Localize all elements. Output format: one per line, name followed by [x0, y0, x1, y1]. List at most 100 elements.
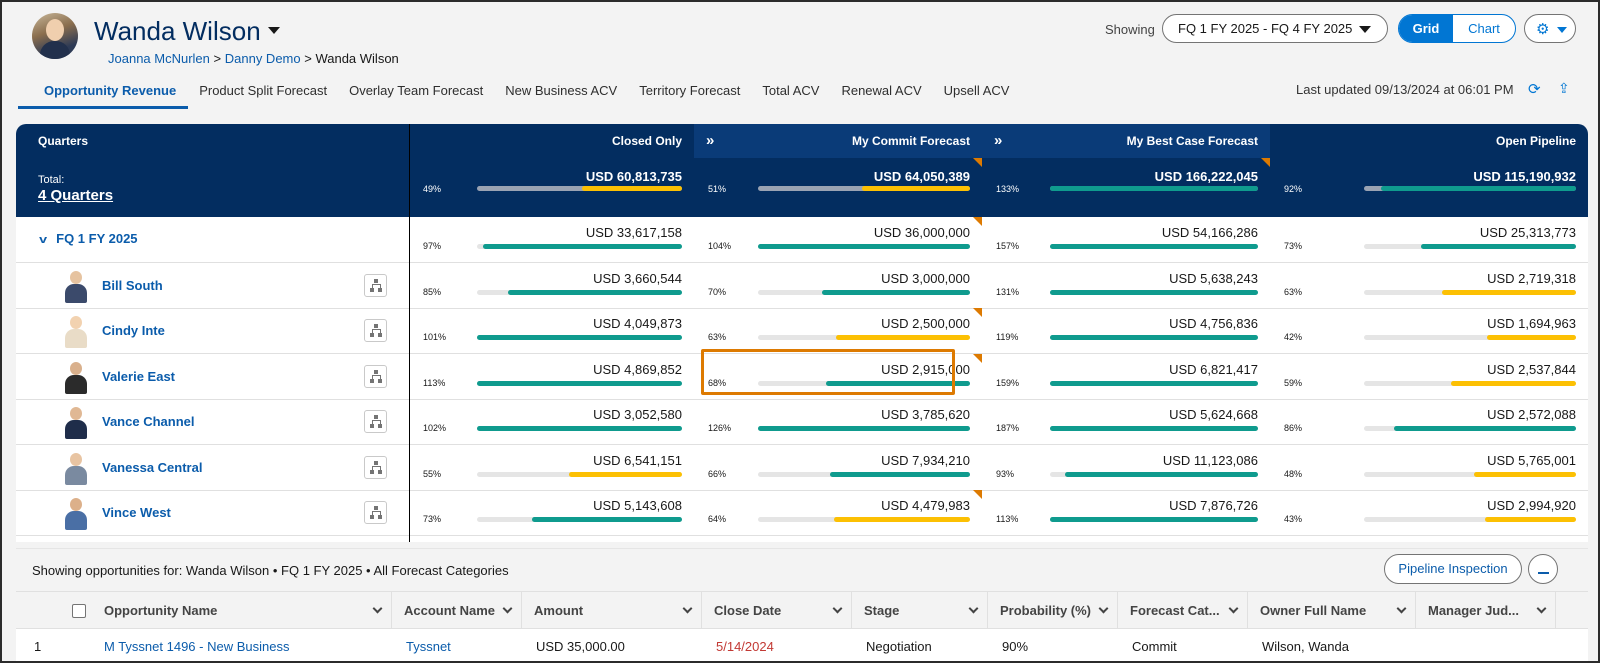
table-row[interactable]: 1 M Tyssnet 1496 - New Business Tyssnet …	[16, 629, 1588, 661]
chevron-down-icon[interactable]	[682, 603, 693, 614]
forecast-cell[interactable]: USD 5,765,001 48%	[1270, 445, 1588, 491]
column-header-owner-full-name[interactable]: Owner Full Name	[1248, 592, 1416, 630]
forecast-cell[interactable]: USD 3,660,544 85%	[409, 263, 694, 309]
forecast-cell[interactable]: USD 7,876,726 113%	[982, 490, 1270, 536]
forecast-cell[interactable]: USD 60,813,735 49%	[409, 158, 694, 204]
chevron-down-icon[interactable]	[1098, 603, 1109, 614]
rep-name-link[interactable]: Valerie East	[102, 368, 175, 384]
column-header-stage[interactable]: Stage	[852, 592, 988, 630]
forecast-amount: USD 4,479,983	[881, 498, 970, 513]
forecast-cell[interactable]: USD 2,719,318 63%	[1270, 263, 1588, 309]
hierarchy-icon[interactable]	[364, 364, 387, 388]
refresh-icon[interactable]: ⟳	[1528, 81, 1541, 98]
forecast-amount: USD 3,052,580	[593, 407, 682, 422]
forecast-cell[interactable]: USD 6,821,417 159%	[982, 354, 1270, 400]
tab-territory-forecast[interactable]: Territory Forecast	[639, 83, 741, 98]
forecast-cell[interactable]: USD 4,869,852 113%	[409, 354, 694, 400]
chevron-down-icon[interactable]	[968, 603, 979, 614]
chevron-down-icon[interactable]	[502, 603, 513, 614]
progress-bar-fill	[532, 517, 682, 522]
column-header-account-name[interactable]: Account Name	[392, 592, 522, 630]
forecast-cell[interactable]: USD 5,624,668 187%	[982, 399, 1270, 445]
chart-view-button[interactable]: Chart	[1468, 21, 1500, 36]
settings-menu-button[interactable]: ⚙	[1524, 14, 1576, 43]
tab-total-acv[interactable]: Total ACV	[762, 83, 820, 98]
hierarchy-icon[interactable]	[364, 319, 387, 342]
tab-renewal-acv[interactable]: Renewal ACV	[841, 83, 922, 98]
chevron-down-icon[interactable]	[832, 603, 843, 614]
chevron-down-icon[interactable]: v	[39, 234, 48, 246]
forecast-cell[interactable]: USD 3,000,000 70%	[694, 263, 982, 309]
forecast-cell[interactable]: USD 11,123,086 93%	[982, 445, 1270, 491]
forecast-cell[interactable]: USD 4,049,873 101%	[409, 308, 694, 354]
forecast-cell[interactable]: USD 4,756,836 119%	[982, 308, 1270, 354]
rep-name-link[interactable]: Vince West	[102, 505, 171, 520]
hierarchy-icon[interactable]	[364, 410, 387, 433]
forecast-cell[interactable]: USD 6,541,151 55%	[409, 445, 694, 491]
column-header-opportunity-name[interactable]: Opportunity Name	[92, 592, 392, 630]
user-switcher-caret-icon[interactable]	[268, 27, 280, 34]
chevron-down-icon[interactable]	[1228, 603, 1239, 614]
chevron-down-icon[interactable]	[1396, 603, 1407, 614]
forecast-amount: USD 4,869,852	[593, 361, 682, 377]
forecast-cell[interactable]: USD 54,166,286 157%	[982, 217, 1270, 263]
user-name-title[interactable]: Wanda Wilson	[94, 16, 261, 46]
column-header-amount[interactable]: Amount	[522, 592, 702, 630]
tab-overlay-team-forecast[interactable]: Overlay Team Forecast	[349, 83, 484, 98]
total-quarters-link[interactable]: 4 Quarters	[38, 187, 114, 204]
column-header-probability[interactable]: Probability (%)	[988, 592, 1118, 630]
rep-name-link[interactable]: Vance Channel	[102, 414, 195, 429]
column-header-manager-jud[interactable]: Manager Jud...	[1416, 592, 1556, 630]
pipeline-inspection-button[interactable]: Pipeline Inspection	[1384, 554, 1522, 584]
forecast-cell[interactable]: USD 166,222,045 133%	[982, 158, 1270, 204]
forecast-cell[interactable]: USD 2,500,000 63%	[694, 308, 982, 354]
tab-opportunity-revenue[interactable]: Opportunity Revenue	[18, 75, 189, 109]
forecast-cell[interactable]: USD 1,694,963 42%	[1270, 308, 1588, 354]
column-header-forecast-cat[interactable]: Forecast Cat...	[1118, 592, 1248, 630]
tab-upsell-acv[interactable]: Upsell ACV	[943, 83, 1010, 98]
progress-bar-fill	[836, 335, 970, 340]
hierarchy-icon[interactable]	[364, 455, 387, 479]
rep-name-link[interactable]: Vanessa Central	[102, 459, 203, 475]
quarter-name[interactable]: v FQ 1 FY 2025	[39, 231, 137, 246]
period-range-select[interactable]: FQ 1 FY 2025 - FQ 4 FY 2025	[1162, 14, 1388, 43]
rep-name-link[interactable]: Bill South	[102, 277, 163, 293]
column-header-commit[interactable]: » My Commit Forecast	[694, 124, 982, 158]
quota-attainment-percent: 55%	[423, 468, 442, 479]
forecast-cell[interactable]: USD 2,537,844 59%	[1270, 354, 1588, 400]
forecast-cell[interactable]: USD 115,190,932 92%	[1270, 158, 1588, 204]
select-all-checkbox[interactable]	[72, 604, 86, 618]
tab-new-business-acv[interactable]: New Business ACV	[505, 83, 618, 98]
progress-bar-fill	[862, 186, 970, 191]
breadcrumb-link[interactable]: Danny Demo	[224, 51, 301, 66]
forecast-cell[interactable]: USD 4,479,983 64%	[694, 490, 982, 536]
rep-name-link[interactable]: Cindy Inte	[102, 323, 165, 338]
forecast-cell[interactable]: USD 5,638,243 131%	[982, 263, 1270, 309]
opportunity-name-link[interactable]: M Tyssnet 1496 - New Business	[104, 639, 290, 654]
hierarchy-icon[interactable]	[364, 501, 387, 524]
forecast-cell[interactable]: USD 33,617,158 97%	[409, 217, 694, 263]
expand-column-icon[interactable]: »	[994, 132, 1003, 149]
forecast-cell[interactable]: USD 2,915,000 68%	[694, 354, 982, 400]
forecast-cell[interactable]: USD 64,050,389 51%	[694, 158, 982, 204]
export-icon[interactable]: ⇪	[1558, 80, 1570, 96]
tab-product-split-forecast[interactable]: Product Split Forecast	[199, 83, 328, 98]
column-header-best-case[interactable]: » My Best Case Forecast	[982, 124, 1270, 158]
forecast-cell[interactable]: USD 5,143,608 73%	[409, 490, 694, 536]
grid-view-button[interactable]: Grid	[1399, 15, 1453, 42]
forecast-cell[interactable]: USD 7,934,210 66%	[694, 445, 982, 491]
minimize-panel-button[interactable]	[1528, 554, 1558, 584]
forecast-cell[interactable]: USD 2,572,088 86%	[1270, 399, 1588, 445]
column-header-close-date[interactable]: Close Date	[702, 592, 852, 630]
account-name-link[interactable]: Tyssnet	[406, 639, 451, 654]
forecast-cell[interactable]: USD 3,785,620 126%	[694, 399, 982, 445]
forecast-cell[interactable]: USD 2,994,920 43%	[1270, 490, 1588, 536]
breadcrumb-link[interactable]: Joanna McNurlen	[108, 51, 210, 66]
forecast-cell[interactable]: USD 3,052,580 102%	[409, 399, 694, 445]
expand-column-icon[interactable]: »	[706, 132, 715, 149]
forecast-cell[interactable]: USD 36,000,000 104%	[694, 217, 982, 263]
hierarchy-icon[interactable]	[364, 273, 387, 297]
chevron-down-icon[interactable]	[1536, 603, 1547, 614]
forecast-cell[interactable]: USD 25,313,773 73%	[1270, 217, 1588, 263]
chevron-down-icon[interactable]	[372, 603, 383, 614]
